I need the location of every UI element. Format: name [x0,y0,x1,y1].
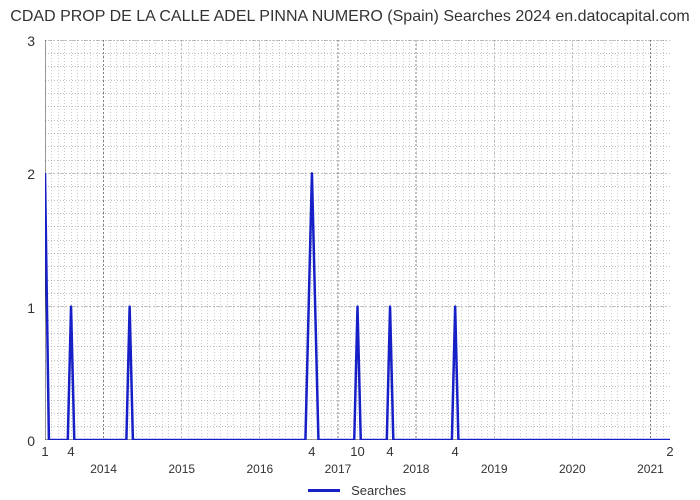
callout-label: 4 [452,444,459,459]
x-tick-label: 2018 [403,462,430,476]
chart-svg [45,40,670,440]
x-tick-label: 2016 [246,462,273,476]
callout-label: 4 [308,444,315,459]
y-tick-label: 1 [0,300,35,316]
x-tick-label: 2019 [481,462,508,476]
y-tick-label: 3 [0,33,35,49]
callout-label: 4 [67,444,74,459]
x-tick-label: 2017 [325,462,352,476]
legend-label: Searches [351,483,406,498]
callout-label: 1 [41,444,48,459]
x-tick-label: 2020 [559,462,586,476]
legend-swatch [308,489,340,492]
x-tick-label: 2014 [90,462,117,476]
callout-label: 2 [666,444,673,459]
callout-label: 4 [386,444,393,459]
legend: Searches [308,482,407,498]
callout-label: 10 [350,444,364,459]
x-tick-label: 2015 [168,462,195,476]
chart-plot-area [45,40,670,440]
y-tick-label: 2 [0,166,35,182]
x-tick-label: 2021 [637,462,664,476]
chart-title: CDAD PROP DE LA CALLE ADEL PINNA NUMERO … [0,8,700,26]
y-tick-label: 0 [0,433,35,449]
